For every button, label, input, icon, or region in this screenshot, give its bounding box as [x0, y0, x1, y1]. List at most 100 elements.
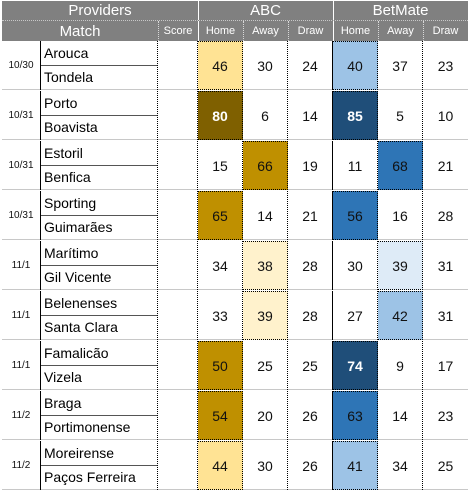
away-team: Tondela	[44, 69, 94, 85]
abc-draw-odds: 19	[288, 141, 333, 190]
team-divider	[41, 115, 157, 116]
providers-header: Providers	[68, 2, 132, 19]
away-team: Gil Vicente	[44, 269, 112, 285]
abc-away-odds: 30	[243, 41, 288, 90]
match-row[interactable]: 10/31 Porto Boavista 80 6 14 85 5 10	[2, 91, 468, 140]
team-divider	[41, 415, 157, 416]
match-row[interactable]: 11/1 Marítimo Gil Vicente 34 38 28 30 39 31	[2, 241, 468, 290]
betmate-draw-header[interactable]: Draw	[432, 25, 459, 37]
match-score[interactable]	[158, 241, 198, 290]
home-team: Estoril	[44, 145, 83, 161]
betmate-draw-odds: 23	[437, 57, 454, 74]
abc-draw-odds: 14	[288, 91, 333, 140]
abc-home-odds: 33	[198, 291, 243, 340]
header-divider	[423, 21, 424, 41]
betmate-draw-odds: 21	[437, 157, 454, 174]
betmate-draw-odds: 31	[437, 307, 454, 324]
match-row[interactable]: 11/2 Braga Portimonense 54 20 26 63 14 23	[2, 391, 468, 440]
match-teams[interactable]: Porto Boavista	[40, 91, 158, 140]
betmate-home-odds: 41	[333, 441, 378, 490]
match-teams[interactable]: Arouca Tondela	[40, 41, 158, 90]
team-divider	[41, 365, 157, 366]
team-divider	[41, 65, 157, 66]
match-score[interactable]	[158, 41, 198, 90]
match-date: 10/31	[8, 160, 34, 171]
team-divider	[41, 215, 157, 216]
away-team: Santa Clara	[44, 319, 118, 335]
betmate-home-odds: 11	[333, 141, 378, 190]
match-row[interactable]: 11/1 Belenenses Santa Clara 33 39 28 27 42 31	[2, 291, 468, 340]
match-score[interactable]	[158, 191, 198, 240]
match-score[interactable]	[158, 391, 198, 440]
abc-away-odds: 66	[243, 141, 288, 190]
match-date: 11/2	[11, 460, 31, 471]
match-teams[interactable]: Sporting Guimarães	[40, 191, 158, 240]
match-score[interactable]	[158, 441, 198, 490]
abc-draw-header[interactable]: Draw	[297, 25, 324, 37]
match-score[interactable]	[158, 341, 198, 390]
match-teams[interactable]: Belenenses Santa Clara	[40, 291, 158, 340]
home-team: Braga	[44, 395, 82, 411]
header-divider	[333, 21, 334, 41]
abc-away-odds: 39	[243, 291, 288, 340]
header-divider	[243, 21, 244, 41]
match-teams[interactable]: Estoril Benfica	[40, 141, 158, 190]
betmate-home-odds: 74	[333, 341, 378, 390]
betmate-away-odds: 42	[378, 291, 423, 340]
abc-home-odds: 44	[198, 441, 243, 490]
match-date: 11/2	[11, 410, 31, 421]
match-score[interactable]	[158, 291, 198, 340]
match-date: 11/1	[11, 310, 31, 321]
betmate-home-header[interactable]: Home	[340, 25, 371, 37]
match-teams[interactable]: Braga Portimonense	[40, 391, 158, 440]
column-header-row: Match Score Home Away Draw Home Away Dra…	[2, 21, 468, 41]
team-divider	[41, 265, 157, 266]
betmate-draw-odds: 28	[437, 207, 454, 224]
home-team: Marítimo	[44, 245, 99, 261]
team-divider	[41, 315, 157, 316]
home-team: Arouca	[44, 45, 89, 61]
header-divider	[378, 21, 379, 41]
betmate-away-odds: 39	[378, 241, 423, 290]
abc-away-odds: 38	[243, 241, 288, 290]
match-teams[interactable]: Marítimo Gil Vicente	[40, 241, 158, 290]
match-row[interactable]: 11/1 Famalicão Vizela 50 25 25 74 9 17	[2, 341, 468, 390]
header-divider	[288, 21, 289, 41]
score-column-header[interactable]: Score	[163, 25, 193, 37]
match-rows: 10/30 Arouca Tondela 46 30 24 40 37 23 10/31 Porto…	[2, 41, 468, 490]
match-row[interactable]: 11/2 Moreirense Paços Ferreira 44 30 26 41 34 25	[2, 441, 468, 490]
betmate-draw-odds: 17	[437, 357, 454, 374]
betmate-provider-header[interactable]: BetMate	[372, 2, 429, 19]
abc-home-header[interactable]: Home	[205, 25, 236, 37]
abc-home-odds: 50	[198, 341, 243, 390]
abc-provider-header[interactable]: ABC	[250, 2, 281, 19]
match-score[interactable]	[158, 91, 198, 140]
betmate-away-odds: 37	[378, 41, 423, 90]
away-team: Guimarães	[44, 219, 113, 235]
abc-draw-odds: 25	[288, 341, 333, 390]
betmate-home-odds: 85	[333, 91, 378, 140]
betmate-away-odds: 68	[378, 141, 423, 190]
betmate-home-odds: 30	[333, 241, 378, 290]
match-row[interactable]: 10/30 Arouca Tondela 46 30 24 40 37 23	[2, 41, 468, 90]
away-team: Benfica	[44, 169, 91, 185]
abc-home-odds: 34	[198, 241, 243, 290]
betmate-away-odds: 16	[378, 191, 423, 240]
match-teams[interactable]: Moreirense Paços Ferreira	[40, 441, 158, 490]
betmate-away-header[interactable]: Away	[387, 25, 414, 37]
match-row[interactable]: 10/31 Sporting Guimarães 65 14 21 56 16 28	[2, 191, 468, 240]
away-team: Boavista	[44, 119, 98, 135]
betmate-away-odds: 9	[378, 341, 423, 390]
match-date: 11/1	[11, 360, 31, 371]
betmate-draw-odds: 31	[437, 257, 454, 274]
match-column-header[interactable]: Match	[59, 22, 101, 40]
abc-home-odds: 15	[198, 141, 243, 190]
match-row[interactable]: 10/31 Estoril Benfica 15 66 19 11 68 21	[2, 141, 468, 190]
team-divider	[41, 465, 157, 466]
match-date: 11/1	[11, 260, 31, 271]
abc-away-odds: 30	[243, 441, 288, 490]
match-score[interactable]	[158, 141, 198, 190]
match-teams[interactable]: Famalicão Vizela	[40, 341, 158, 390]
abc-away-odds: 14	[243, 191, 288, 240]
abc-away-header[interactable]: Away	[252, 25, 279, 37]
